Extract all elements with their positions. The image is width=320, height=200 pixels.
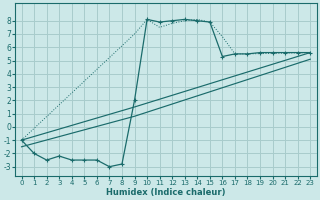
X-axis label: Humidex (Indice chaleur): Humidex (Indice chaleur) [106, 188, 226, 197]
